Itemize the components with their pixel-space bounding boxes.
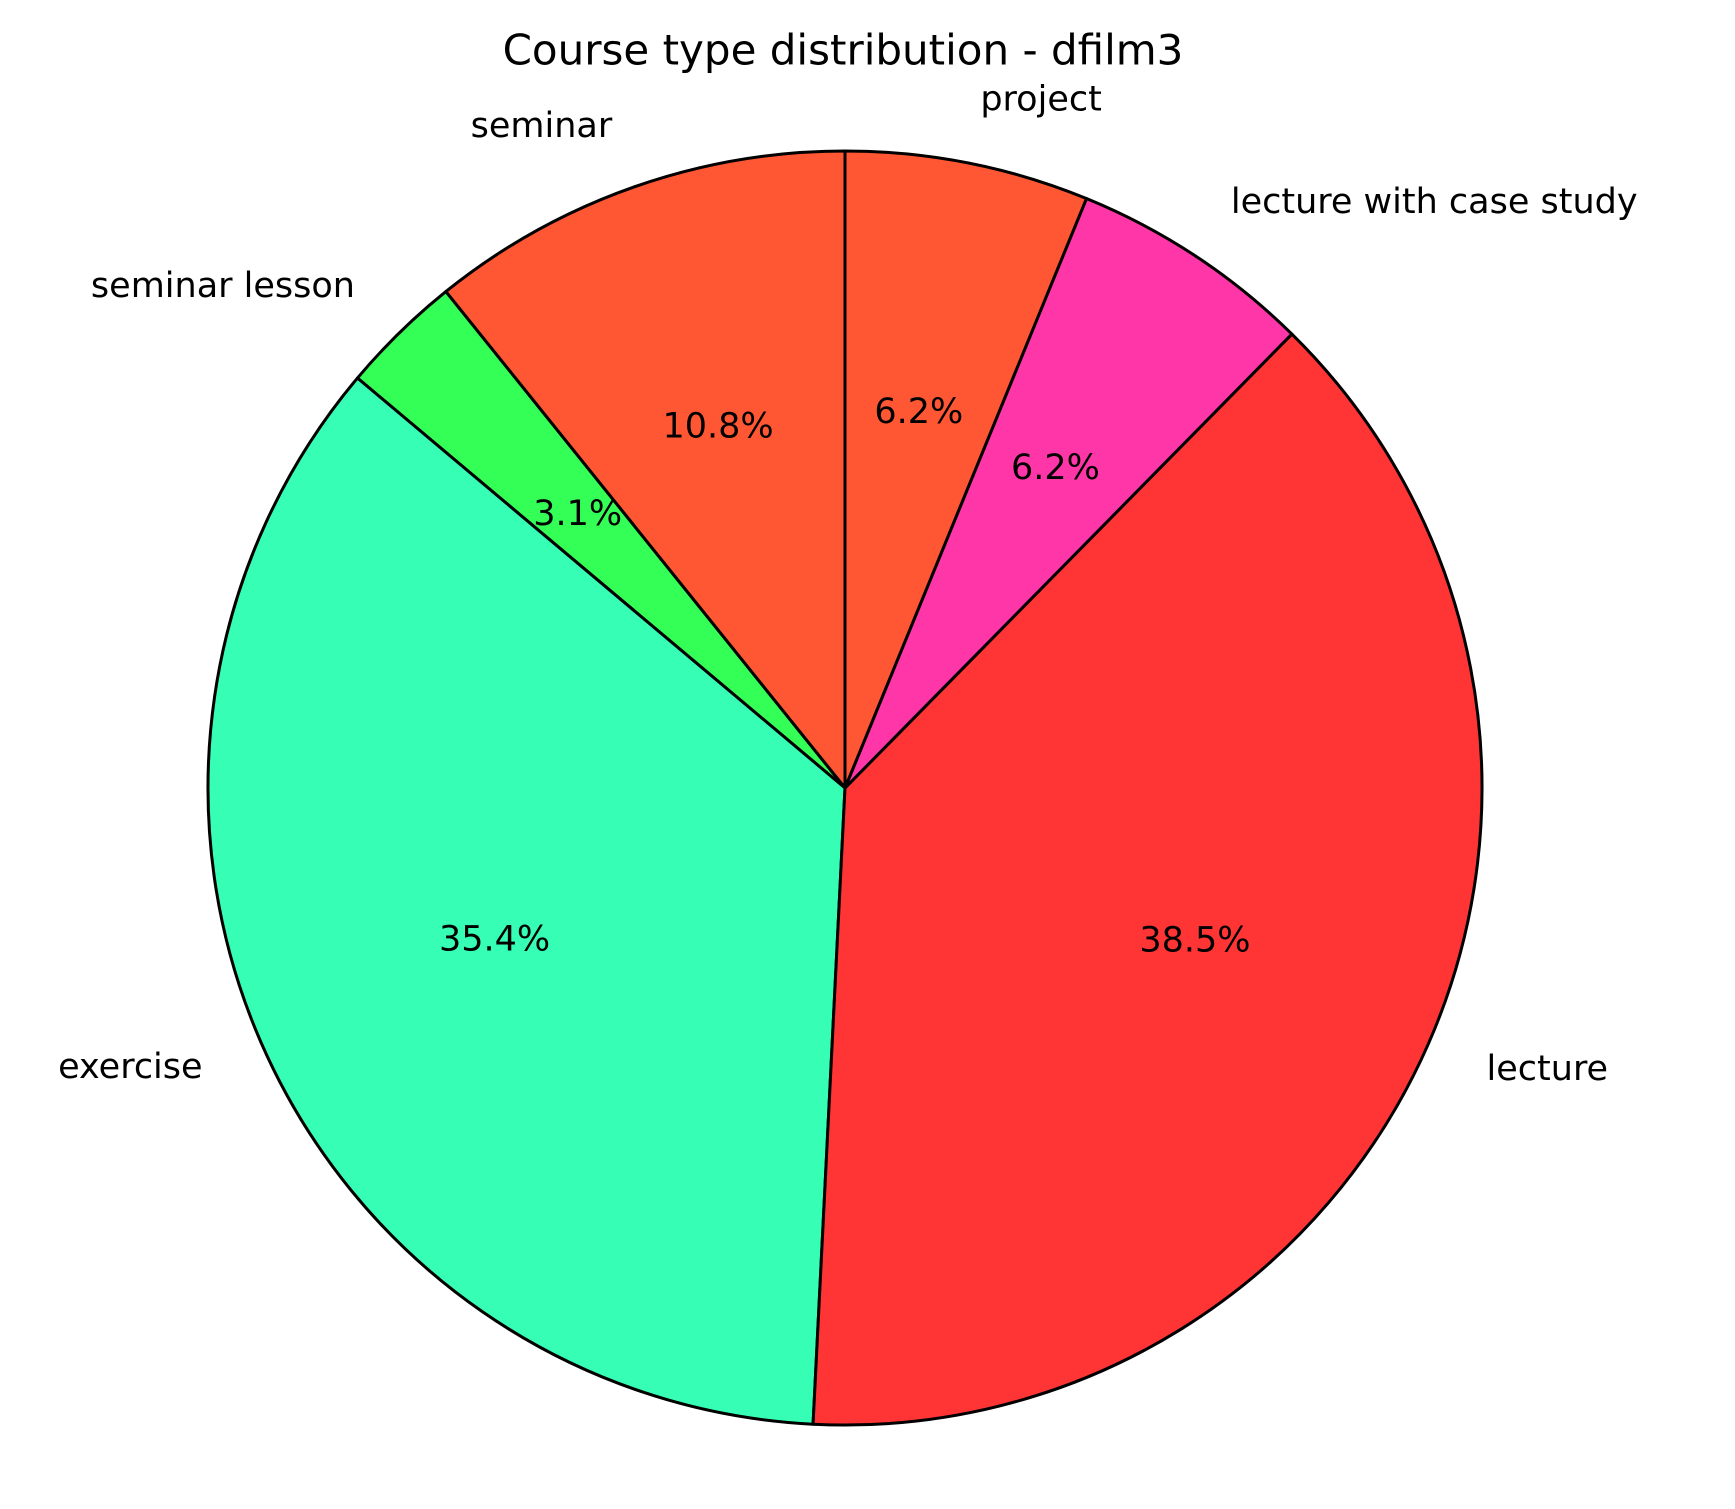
percent-label: 3.1% [533,494,622,534]
percent-label: 38.5% [1139,921,1250,961]
pie-slice [811,332,1484,1427]
percent-label: 35.4% [439,920,550,960]
slice-label: project [980,79,1101,119]
pie-slice [843,197,1294,790]
slice-label: exercise [58,1047,202,1087]
slice-label: lecture with case study [1231,182,1638,222]
slice-label: lecture [1487,1049,1609,1089]
pie-slice [843,149,1088,790]
percent-label: 6.2% [874,392,963,432]
percent-label: 6.2% [1011,448,1100,488]
percent-label: 10.8% [662,407,773,447]
pie-slice [444,149,847,790]
slice-label: seminar lesson [91,266,355,306]
slice-label: seminar [471,106,613,146]
chart-title: Course type distribution - dfilm3 [503,26,1184,75]
pie-slice [206,376,847,1426]
